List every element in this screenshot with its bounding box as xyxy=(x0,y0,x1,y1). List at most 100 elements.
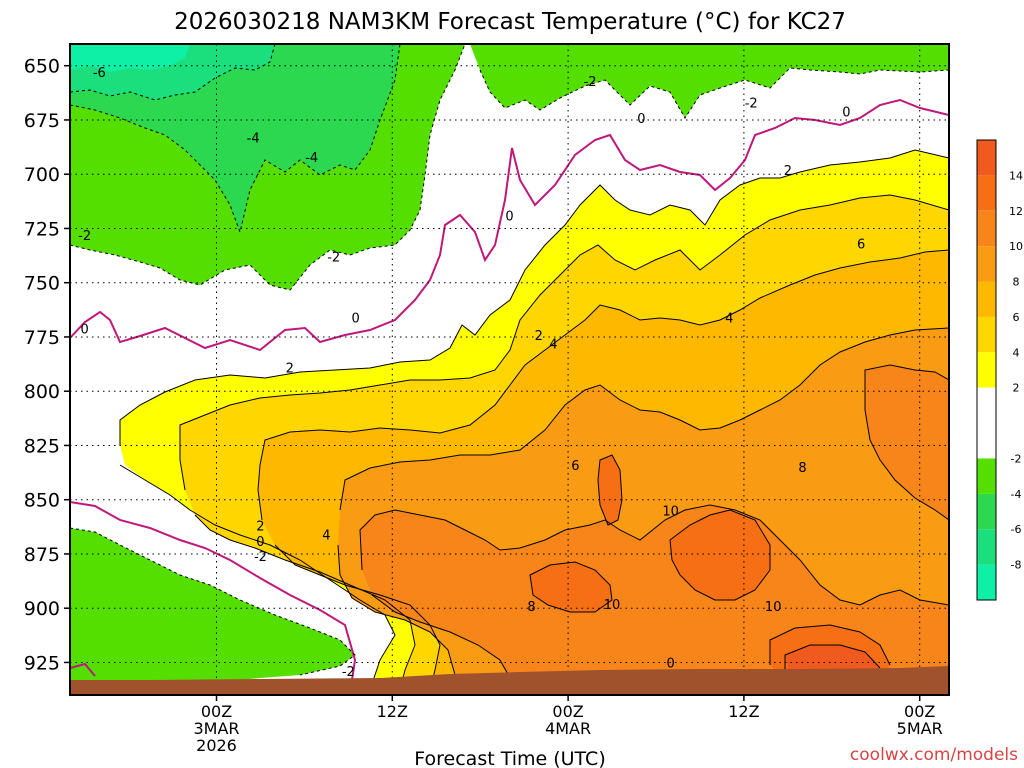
contour-plus6 xyxy=(257,249,949,521)
grid xyxy=(70,44,949,695)
contour-label: 8 xyxy=(798,461,806,476)
colorbar-label: -8 xyxy=(1011,559,1022,572)
x-tick-label: 4MAR xyxy=(545,719,591,738)
upper-cold-band-minus8 xyxy=(70,44,190,72)
contour-plus2 xyxy=(119,149,949,445)
contour-label: 0 xyxy=(256,535,264,550)
contour-label: 2 xyxy=(286,361,294,376)
colorbar-band xyxy=(977,387,996,459)
contour-label: -2 xyxy=(254,550,267,565)
contour-label: 2 xyxy=(784,164,792,179)
warm-band-plus10-b xyxy=(865,365,949,520)
contour-label: 4 xyxy=(322,528,330,543)
colorbar-label: 4 xyxy=(1013,346,1020,359)
x-tick-label: 00Z xyxy=(904,702,935,721)
colorbar-band xyxy=(977,529,996,565)
y-tick-label: 775 xyxy=(24,327,60,349)
colorbar-label: 14 xyxy=(1009,169,1023,182)
lower-cold-band-minus2 xyxy=(70,528,355,684)
colorbar-frame xyxy=(976,139,997,601)
contour-label: 0 xyxy=(352,311,360,326)
colorbar-band xyxy=(977,316,996,353)
contour-label: -2 xyxy=(78,229,91,244)
x-tick-label: 5MAR xyxy=(897,719,943,738)
contour-label: 0 xyxy=(842,105,850,120)
contour-label: -2 xyxy=(584,75,597,90)
y-tick-label: 750 xyxy=(24,273,60,295)
x-tick-label: 00Z xyxy=(201,702,232,721)
contour-plus10 xyxy=(359,504,949,606)
colorbar-band xyxy=(977,458,996,494)
contour-label: 2 xyxy=(256,520,264,535)
contour-plus4-lower xyxy=(194,514,416,691)
contour-label: 8 xyxy=(527,600,535,615)
contour-label: 6 xyxy=(571,459,579,474)
colorbar-band xyxy=(977,281,996,317)
y-tick-label: 725 xyxy=(24,218,60,240)
warm-band-plus12-d xyxy=(598,455,622,525)
x-tick-label: 12Z xyxy=(377,702,408,721)
warm-band-plus12-b xyxy=(670,510,770,600)
colorbar-label: 8 xyxy=(1013,276,1020,289)
contour-plus12-c xyxy=(769,624,891,666)
y-tick-label: 850 xyxy=(24,490,60,512)
contour-plus14 xyxy=(784,644,881,670)
colorbar-label: 6 xyxy=(1013,311,1020,324)
upper-right-band-minus2 xyxy=(470,44,949,118)
y-axis: 650 675 700 725 750 775 800 825 850 875 900 925 xyxy=(24,56,70,674)
contour-plus12-a xyxy=(529,561,613,613)
terrain-ground xyxy=(70,666,949,695)
credit-text: coolwx.com/models xyxy=(850,745,1018,765)
contour-plus12-b xyxy=(669,509,771,601)
colorbar-band xyxy=(977,246,996,282)
colorbar-band xyxy=(977,493,996,530)
contour-label: -4 xyxy=(247,131,260,146)
contour-zero-upper xyxy=(70,98,949,352)
y-tick-label: 675 xyxy=(24,110,60,132)
colorbar-label: -4 xyxy=(1011,488,1022,501)
contour-plus6-lower xyxy=(274,544,441,691)
x-tick-label: 12Z xyxy=(728,702,759,721)
y-tick-label: 875 xyxy=(24,544,60,566)
colorbar-label: -6 xyxy=(1011,523,1022,536)
contour-label: 10 xyxy=(662,505,679,520)
contour-label: 6 xyxy=(857,238,865,253)
chart-title: 2026030218 NAM3KM Forecast Temperature (… xyxy=(174,9,846,35)
colorbar-band xyxy=(977,352,996,388)
y-tick-label: 650 xyxy=(24,56,60,78)
contour-label: 10 xyxy=(604,598,621,613)
x-tick-label: 2026 xyxy=(196,736,237,755)
contour-zero-lower xyxy=(70,501,357,681)
x-tick-label: 3MAR xyxy=(193,719,239,738)
colorbar-label: 10 xyxy=(1009,240,1023,253)
warm-band-plus12 xyxy=(530,562,612,612)
contour-label: -2 xyxy=(327,251,340,266)
contour-label: 0 xyxy=(81,322,89,337)
x-axis-title: Forecast Time (UTC) xyxy=(414,748,605,768)
contour-label: -2 xyxy=(342,665,355,680)
contour-label: 0 xyxy=(637,112,645,127)
colorbar: 14 12 10 8 6 4 2 -2 -4 -6 -8 xyxy=(976,139,1023,601)
colorbar-band xyxy=(977,140,996,176)
contour-label: -2 xyxy=(745,97,758,112)
contour-plus8-lower xyxy=(337,544,456,690)
y-tick-label: 700 xyxy=(24,164,60,186)
contour-plus2-lower xyxy=(119,464,396,691)
contour-zero-bottom xyxy=(70,662,96,677)
colorbar-band xyxy=(977,564,996,600)
colorbar-label: 2 xyxy=(1013,382,1020,395)
contour-label: 2 xyxy=(535,329,543,344)
y-tick-label: 925 xyxy=(24,652,60,674)
colorbar-label: 12 xyxy=(1009,205,1023,218)
plot-frame xyxy=(69,43,950,696)
contour-label: -6 xyxy=(93,66,106,81)
contour-label: -4 xyxy=(305,151,318,166)
y-tick-label: 825 xyxy=(24,435,60,457)
y-tick-label: 800 xyxy=(24,381,60,403)
contour-plus12-d xyxy=(597,454,623,526)
contour-label: 0 xyxy=(505,209,513,224)
contour-minus6-upper xyxy=(70,44,276,101)
colorbar-label: -2 xyxy=(1011,452,1022,465)
contour-label: 0 xyxy=(667,656,675,671)
